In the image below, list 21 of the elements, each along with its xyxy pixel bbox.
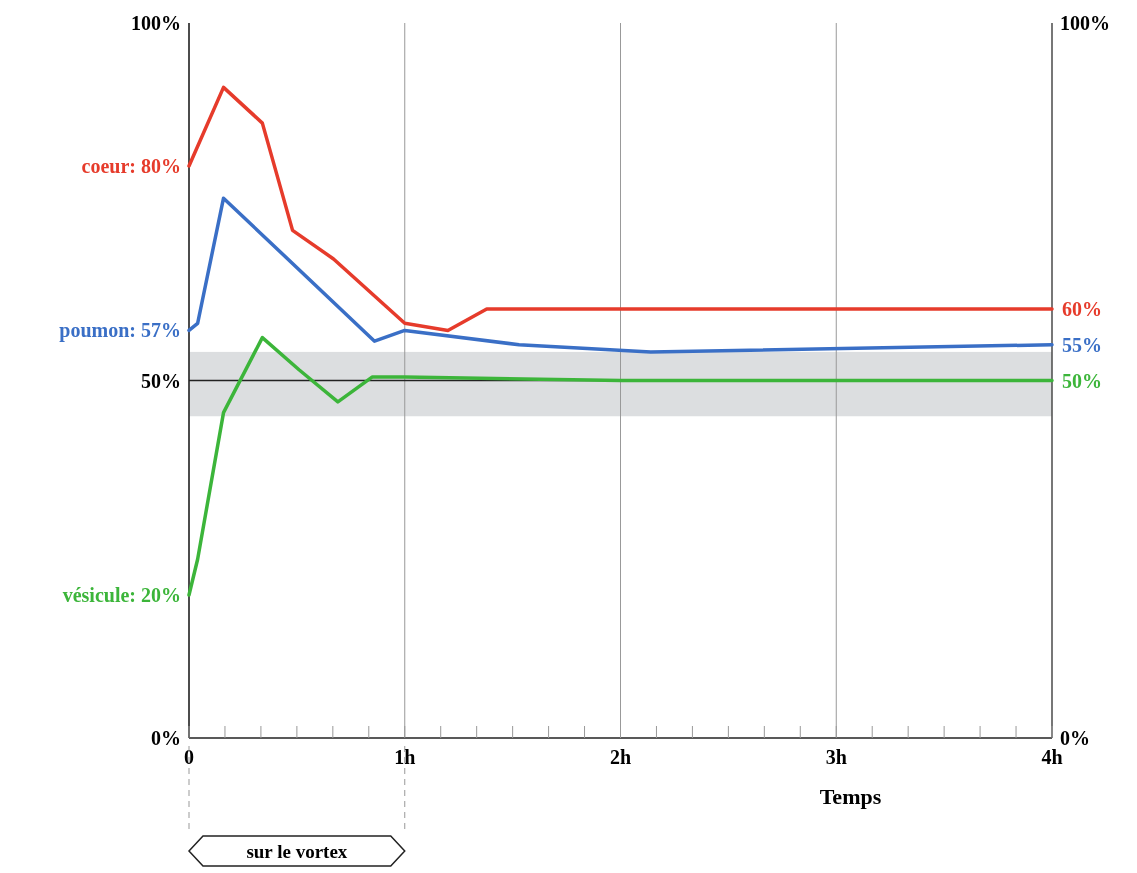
x-tick-label: 1h [394, 746, 416, 768]
y2-tick-label: 0% [1060, 727, 1090, 749]
x-tick-label: 4h [1041, 746, 1063, 768]
data-label: 55% [1062, 333, 1102, 356]
y2-tick-label: 100% [1060, 12, 1110, 34]
data-label: 50% [1062, 369, 1102, 392]
data-label: coeur: 80% [81, 155, 181, 177]
x-axis-title: Temps [819, 784, 882, 809]
y-tick-label: 50% [141, 369, 181, 392]
y-tick-label: 100% [131, 12, 181, 34]
line-series [187, 196, 1054, 354]
data-label: 60% [1062, 298, 1102, 320]
data-label: poumon: 57% [59, 319, 181, 343]
data-label: vésicule: 20% [62, 584, 181, 606]
x-tick-label: 3h [825, 746, 847, 768]
line-series [187, 335, 1054, 597]
x-tick-label: 2h [609, 746, 632, 768]
text: sur le vortex [246, 840, 348, 862]
x-tick-label: 0 [184, 746, 194, 768]
line-series [187, 85, 1054, 333]
y-tick-label: 0% [151, 727, 181, 749]
